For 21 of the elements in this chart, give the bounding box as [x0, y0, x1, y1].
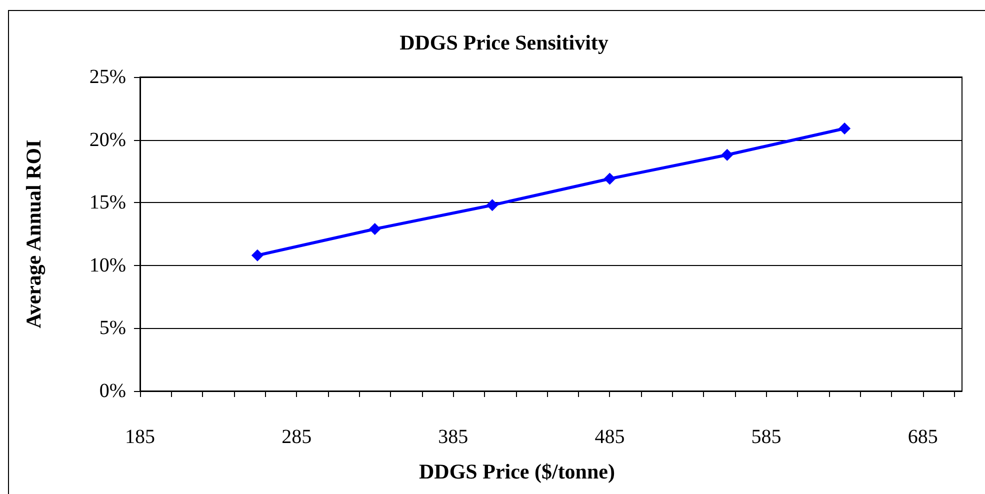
y-tick-label: 20%: [89, 128, 126, 151]
x-tick-label: 685: [908, 426, 938, 448]
x-tick-label: 385: [438, 426, 468, 448]
chart-title: DDGS Price Sensitivity: [400, 30, 609, 54]
point: [486, 199, 498, 212]
point: [721, 148, 734, 161]
x-axis-title: DDGS Price ($/tonne): [419, 460, 615, 484]
point: [368, 222, 381, 235]
point: [251, 249, 264, 262]
y-axis-title: Average Annual ROI: [22, 140, 46, 328]
x-tick-label: 185: [125, 426, 155, 448]
y-tick-label: 10%: [89, 254, 126, 276]
x-tick-label: 585: [751, 426, 782, 448]
point: [604, 172, 616, 185]
y-tick-label: 25%: [89, 66, 126, 88]
y-tick-label: 5%: [99, 317, 126, 340]
x-tick-label: 485: [594, 426, 625, 448]
x-tick-label: 285: [282, 426, 312, 448]
y-tick-label: 0%: [99, 380, 126, 402]
y-tick-label: 15%: [89, 192, 126, 214]
point: [838, 122, 851, 134]
